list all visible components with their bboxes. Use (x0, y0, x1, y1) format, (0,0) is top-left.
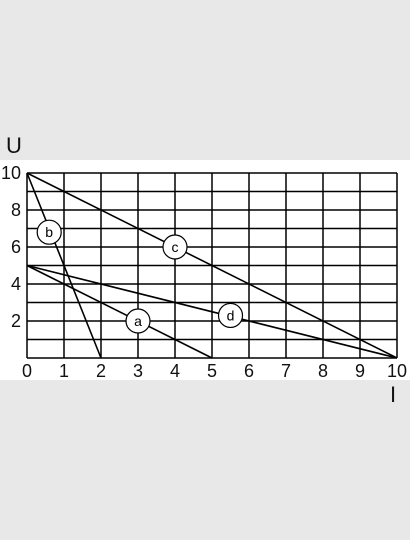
y-tick-label: 4 (11, 274, 21, 294)
x-tick-label: 7 (281, 361, 291, 381)
x-tick-label: 0 (22, 361, 32, 381)
series-label-c: c (172, 239, 179, 255)
plot-background (0, 160, 410, 380)
y-axis-title: U (6, 133, 22, 158)
x-tick-label: 9 (355, 361, 365, 381)
y-tick-label: 8 (11, 200, 21, 220)
y-tick-label: 2 (11, 311, 21, 331)
x-tick-label: 8 (318, 361, 328, 381)
x-tick-label: 6 (244, 361, 254, 381)
y-tick-label: 10 (1, 163, 21, 183)
y-tick-label: 6 (11, 237, 21, 257)
x-axis-title: I (390, 382, 396, 407)
x-tick-label: 2 (96, 361, 106, 381)
x-tick-label: 4 (170, 361, 180, 381)
series-label-d: d (227, 307, 235, 323)
series-label-b: b (45, 224, 53, 240)
x-tick-label: 3 (133, 361, 143, 381)
x-tick-label: 10 (387, 361, 407, 381)
series-label-a: a (134, 313, 142, 329)
x-tick-label: 1 (59, 361, 69, 381)
x-tick-label: 5 (207, 361, 217, 381)
